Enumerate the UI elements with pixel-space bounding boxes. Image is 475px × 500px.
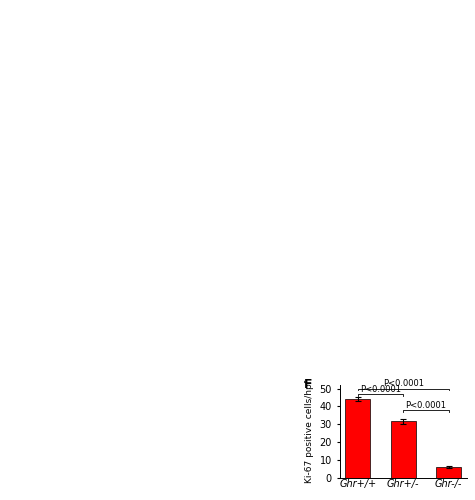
Bar bbox=[391, 422, 416, 478]
Text: P<0.0001: P<0.0001 bbox=[406, 400, 446, 409]
Bar bbox=[345, 399, 370, 477]
Text: P<0.0001: P<0.0001 bbox=[360, 384, 401, 394]
Text: F: F bbox=[304, 378, 313, 390]
Text: P<0.0001: P<0.0001 bbox=[383, 379, 424, 388]
Y-axis label: Ki-67 positive cells/hpf: Ki-67 positive cells/hpf bbox=[305, 380, 314, 483]
Bar bbox=[436, 467, 461, 477]
